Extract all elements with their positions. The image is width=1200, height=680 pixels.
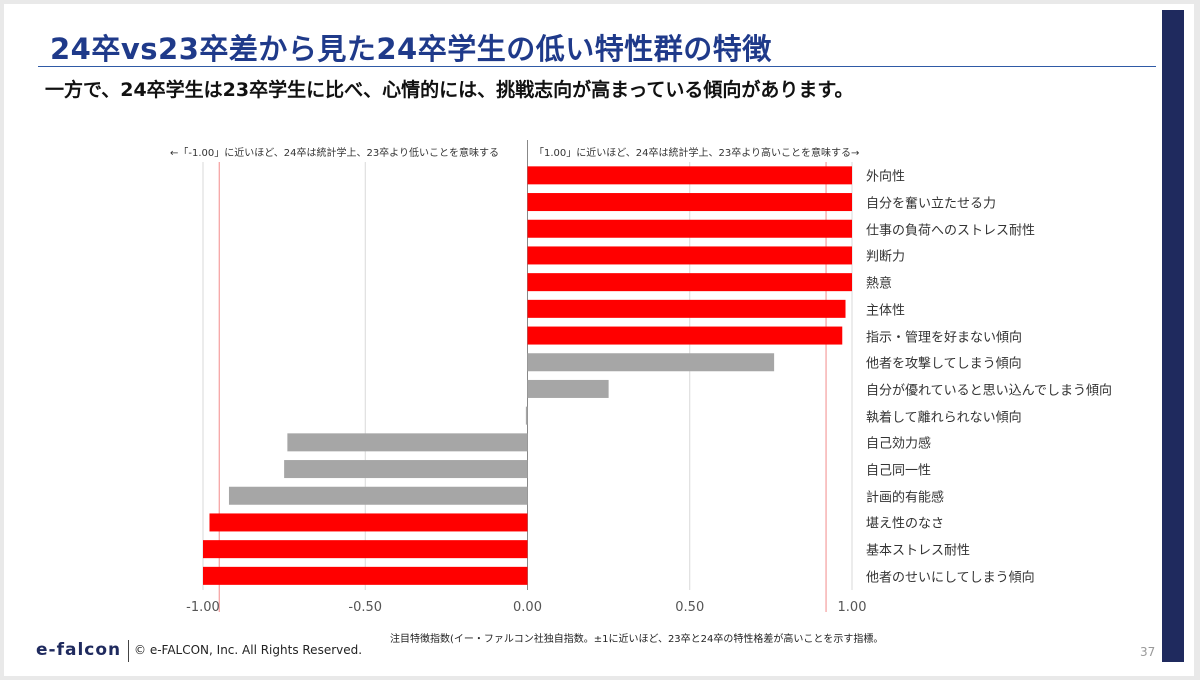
bar bbox=[287, 433, 528, 452]
category-label: 他者のせいにしてしまう傾向 bbox=[866, 570, 1035, 586]
x-tick-label: 0.00 bbox=[513, 600, 542, 615]
slide-subtitle: 一方で、24卒学生は23卒学生に比べ、心情的には、挑戦志向が高まっている傾向があ… bbox=[45, 79, 854, 101]
page-number: 37 bbox=[1140, 645, 1156, 659]
bar bbox=[527, 299, 846, 318]
annotation-left: ←「-1.00」に近いほど、24卒は統計学上、23卒より低いことを意味する bbox=[169, 148, 499, 159]
x-tick-label: 1.00 bbox=[837, 600, 867, 615]
category-label: 判断力 bbox=[866, 249, 906, 265]
bar bbox=[203, 540, 528, 559]
x-tick-label: 0.50 bbox=[675, 600, 705, 615]
bar bbox=[209, 513, 528, 532]
category-label: 執着して離れられない傾向 bbox=[866, 410, 1022, 426]
category-label: 外向性 bbox=[866, 169, 906, 185]
title-underline bbox=[38, 66, 1156, 67]
chart-footnote: 注目特徴指数(イー・ファルコン社独自指数。±1に近いほど、23卒と24卒の特性格… bbox=[390, 634, 884, 645]
x-tick-label: -0.50 bbox=[348, 600, 383, 615]
bar bbox=[203, 566, 528, 585]
bar bbox=[527, 326, 843, 345]
category-label: 自己同一性 bbox=[866, 463, 932, 479]
bar bbox=[527, 166, 852, 185]
category-label: 自己効力感 bbox=[866, 436, 932, 452]
category-label: 基本ストレス耐性 bbox=[866, 543, 971, 559]
bar bbox=[284, 460, 528, 479]
bar bbox=[527, 246, 852, 265]
bar bbox=[525, 406, 528, 425]
company-logo: e-falcon bbox=[36, 640, 122, 660]
category-label: 主体性 bbox=[866, 303, 906, 319]
slide-title: 24卒vs23卒差から見た24卒学生の低い特性群の特徴 bbox=[50, 32, 772, 66]
decorative-side-bar bbox=[1162, 10, 1184, 662]
bar bbox=[228, 486, 528, 505]
category-label: 指示・管理を好まない傾向 bbox=[866, 330, 1023, 346]
bar bbox=[527, 353, 775, 372]
category-label: 自分を奮い立たせる力 bbox=[866, 196, 997, 212]
bar bbox=[527, 193, 852, 212]
category-label: 堪え性のなさ bbox=[866, 516, 945, 532]
logo-divider bbox=[128, 640, 129, 662]
category-label: 仕事の負荷へのストレス耐性 bbox=[866, 223, 1036, 239]
x-tick-label: -1.00 bbox=[186, 600, 220, 615]
bar bbox=[527, 273, 852, 292]
category-label: 計画的有能感 bbox=[866, 490, 945, 506]
category-label: 自分が優れていると思い込んでしまう傾向 bbox=[866, 383, 1112, 399]
bar bbox=[527, 379, 609, 398]
bar bbox=[527, 219, 852, 238]
annotation-right: 「1.00」に近いほど、24卒は統計学上、23卒より高いことを意味する→ bbox=[534, 148, 860, 159]
copyright-text: © e-FALCON, Inc. All Rights Reserved. bbox=[134, 643, 363, 657]
category-label: 他者を攻撃してしまう傾向 bbox=[866, 356, 1022, 372]
category-label: 熱意 bbox=[866, 276, 893, 292]
